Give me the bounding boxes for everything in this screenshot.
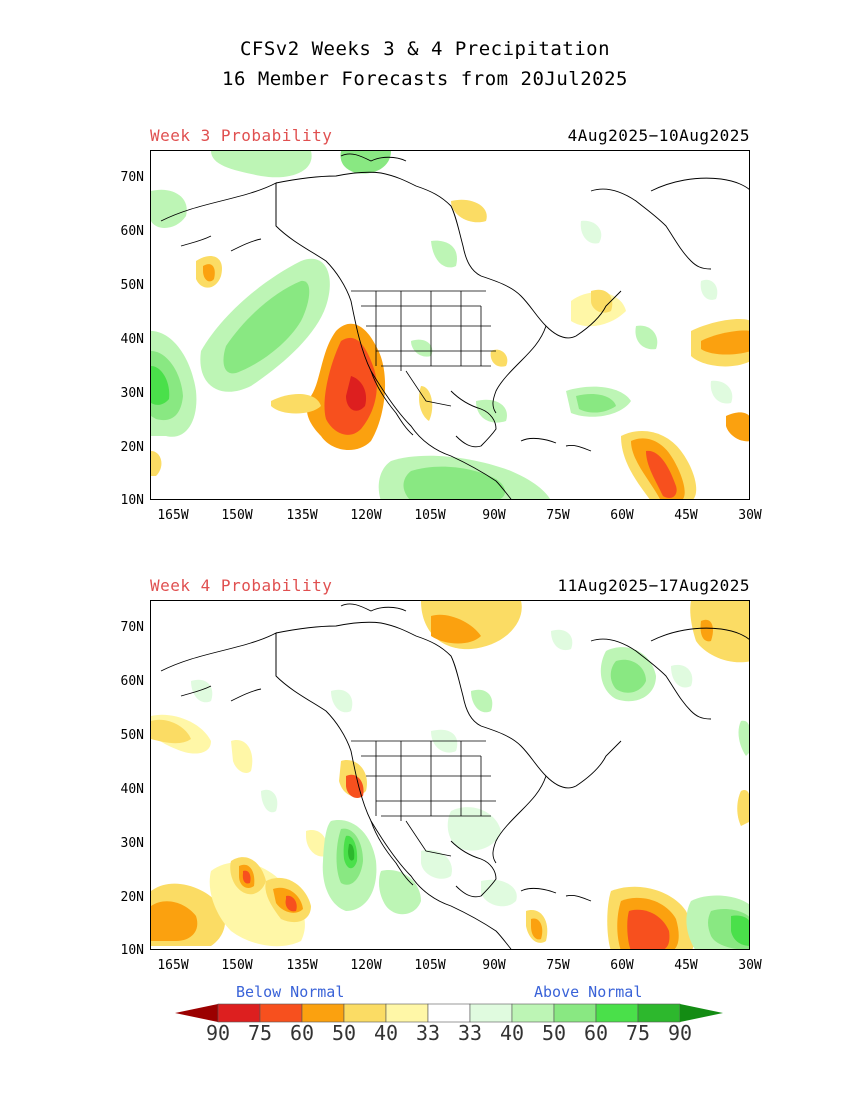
- x-tick: 120W: [350, 508, 382, 523]
- week4-map-svg: [151, 601, 749, 949]
- x-tick: 30W: [738, 508, 762, 523]
- x-tick: 45W: [674, 958, 698, 973]
- legend-value: 40: [499, 1021, 525, 1045]
- week3-map-svg: [151, 151, 749, 499]
- y-tick: 10N: [120, 943, 144, 958]
- legend-swatch: [637, 1003, 681, 1023]
- x-tick: 105W: [414, 958, 446, 973]
- legend-swatch: [680, 1004, 723, 1022]
- y-tick: 70N: [120, 170, 144, 185]
- week3-below-normal-shading: [151, 199, 749, 499]
- legend-below-label: Below Normal: [236, 983, 345, 1001]
- y-tick: 20N: [120, 890, 144, 905]
- x-tick: 165W: [157, 958, 189, 973]
- x-tick: 150W: [221, 508, 253, 523]
- legend-swatch: [175, 1004, 218, 1022]
- week4-dates: 11Aug2025−17Aug2025: [557, 576, 750, 595]
- y-tick: 50N: [120, 278, 144, 293]
- legend-swatch: [385, 1003, 429, 1023]
- y-tick: 30N: [120, 386, 144, 401]
- x-tick: 150W: [221, 958, 253, 973]
- x-tick: 30W: [738, 958, 762, 973]
- legend-value: 90: [667, 1021, 693, 1045]
- legend-value: 60: [289, 1021, 315, 1045]
- y-tick: 70N: [120, 620, 144, 635]
- legend-value: 90: [205, 1021, 231, 1045]
- y-tick: 60N: [120, 674, 144, 689]
- x-tick: 75W: [546, 958, 570, 973]
- x-tick: 120W: [350, 958, 382, 973]
- y-tick: 40N: [120, 782, 144, 797]
- legend-above-label: Above Normal: [534, 983, 643, 1001]
- legend-swatch: [553, 1003, 597, 1023]
- legend-swatch: [217, 1003, 261, 1023]
- x-tick: 60W: [610, 508, 634, 523]
- y-tick: 10N: [120, 493, 144, 508]
- title-line-1: CFSv2 Weeks 3 & 4 Precipitation: [239, 38, 611, 60]
- legend-swatch: [427, 1003, 471, 1023]
- y-tick: 30N: [120, 836, 144, 851]
- week3-dates: 4Aug2025−10Aug2025: [567, 126, 750, 145]
- x-tick: 165W: [157, 508, 189, 523]
- week4-map: [150, 600, 750, 950]
- legend-swatch: [469, 1003, 513, 1023]
- legend-colorbar: [175, 1003, 723, 1023]
- y-tick: 40N: [120, 332, 144, 347]
- legend-value: 33: [415, 1021, 441, 1045]
- week3-map: [150, 150, 750, 500]
- x-tick: 135W: [286, 508, 318, 523]
- legend-swatch: [595, 1003, 639, 1023]
- legend-value: 75: [625, 1021, 651, 1045]
- legend-value: 60: [583, 1021, 609, 1045]
- y-tick: 50N: [120, 728, 144, 743]
- legend-value: 75: [247, 1021, 273, 1045]
- x-tick: 90W: [482, 958, 506, 973]
- week3-coastlines: [160, 153, 749, 499]
- week4-coastlines: [160, 603, 749, 949]
- x-tick: 75W: [546, 508, 570, 523]
- x-tick: 135W: [286, 958, 318, 973]
- week4-below-normal-shading: [151, 601, 749, 949]
- x-tick: 45W: [674, 508, 698, 523]
- y-tick: 60N: [120, 224, 144, 239]
- title-line-2: 16 Member Forecasts from 20Jul2025: [222, 68, 628, 90]
- x-tick: 105W: [414, 508, 446, 523]
- legend-swatch: [301, 1003, 345, 1023]
- legend-value: 50: [541, 1021, 567, 1045]
- legend-value: 33: [457, 1021, 483, 1045]
- legend-value: 50: [331, 1021, 357, 1045]
- week3-label: Week 3 Probability: [150, 126, 333, 145]
- legend-swatch: [259, 1003, 303, 1023]
- week4-label: Week 4 Probability: [150, 576, 333, 595]
- legend-swatch: [511, 1003, 555, 1023]
- y-tick: 20N: [120, 440, 144, 455]
- week3-borders: [275, 183, 496, 407]
- week3-above-normal-shading: [151, 151, 733, 499]
- legend-value: 40: [373, 1021, 399, 1045]
- week4-borders: [275, 633, 496, 857]
- legend-swatch: [343, 1003, 387, 1023]
- x-tick: 90W: [482, 508, 506, 523]
- x-tick: 60W: [610, 958, 634, 973]
